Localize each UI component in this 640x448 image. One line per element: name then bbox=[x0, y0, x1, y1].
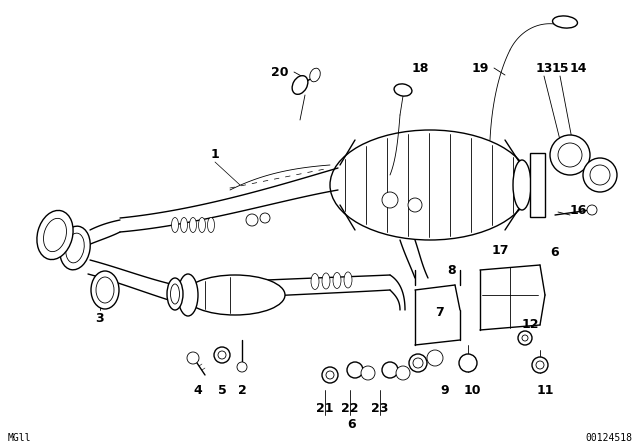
Circle shape bbox=[587, 205, 597, 215]
Circle shape bbox=[583, 158, 617, 192]
Polygon shape bbox=[480, 265, 545, 330]
Text: 6: 6 bbox=[550, 246, 559, 259]
Circle shape bbox=[413, 358, 423, 368]
Text: 4: 4 bbox=[194, 383, 202, 396]
Text: 11: 11 bbox=[536, 383, 554, 396]
Text: 22: 22 bbox=[341, 401, 359, 414]
Ellipse shape bbox=[60, 226, 90, 270]
Ellipse shape bbox=[170, 284, 179, 304]
Ellipse shape bbox=[330, 130, 530, 240]
Circle shape bbox=[218, 351, 226, 359]
Circle shape bbox=[427, 350, 443, 366]
Ellipse shape bbox=[322, 273, 330, 289]
Ellipse shape bbox=[167, 278, 183, 310]
Ellipse shape bbox=[44, 218, 67, 252]
Ellipse shape bbox=[96, 277, 114, 303]
Text: 15: 15 bbox=[551, 61, 569, 74]
Text: 5: 5 bbox=[218, 383, 227, 396]
Text: 20: 20 bbox=[271, 65, 289, 78]
Text: 16: 16 bbox=[570, 203, 587, 216]
Ellipse shape bbox=[37, 211, 73, 259]
Text: MGll: MGll bbox=[8, 433, 31, 443]
Circle shape bbox=[237, 362, 247, 372]
Circle shape bbox=[396, 366, 410, 380]
Circle shape bbox=[590, 165, 610, 185]
Circle shape bbox=[532, 357, 548, 373]
Text: 19: 19 bbox=[471, 61, 489, 74]
Text: 3: 3 bbox=[96, 311, 104, 324]
Circle shape bbox=[322, 367, 338, 383]
Circle shape bbox=[550, 135, 590, 175]
Text: 00124518: 00124518 bbox=[585, 433, 632, 443]
Circle shape bbox=[408, 198, 422, 212]
Circle shape bbox=[409, 354, 427, 372]
Circle shape bbox=[347, 362, 363, 378]
Circle shape bbox=[246, 214, 258, 226]
Ellipse shape bbox=[180, 217, 188, 233]
Circle shape bbox=[361, 366, 375, 380]
Ellipse shape bbox=[198, 217, 205, 233]
Text: 9: 9 bbox=[441, 383, 449, 396]
Text: 6: 6 bbox=[348, 418, 356, 431]
Text: 14: 14 bbox=[569, 61, 587, 74]
Circle shape bbox=[558, 143, 582, 167]
Text: 8: 8 bbox=[448, 263, 456, 276]
Text: 17: 17 bbox=[492, 244, 509, 257]
Ellipse shape bbox=[292, 76, 308, 95]
Ellipse shape bbox=[333, 272, 341, 289]
Text: 10: 10 bbox=[463, 383, 481, 396]
Text: 7: 7 bbox=[436, 306, 444, 319]
Circle shape bbox=[326, 371, 334, 379]
Ellipse shape bbox=[552, 16, 577, 28]
Ellipse shape bbox=[172, 217, 179, 233]
Circle shape bbox=[518, 331, 532, 345]
Circle shape bbox=[382, 192, 398, 208]
Text: 2: 2 bbox=[237, 383, 246, 396]
Text: 23: 23 bbox=[371, 401, 388, 414]
Circle shape bbox=[536, 361, 544, 369]
Ellipse shape bbox=[91, 271, 119, 309]
Circle shape bbox=[459, 354, 477, 372]
Text: 13: 13 bbox=[535, 61, 553, 74]
Text: 1: 1 bbox=[211, 148, 220, 161]
Ellipse shape bbox=[189, 217, 196, 233]
Circle shape bbox=[260, 213, 270, 223]
Polygon shape bbox=[415, 285, 460, 345]
Ellipse shape bbox=[344, 272, 352, 288]
Circle shape bbox=[382, 362, 398, 378]
Text: 18: 18 bbox=[412, 61, 429, 74]
Ellipse shape bbox=[310, 68, 320, 82]
Ellipse shape bbox=[513, 160, 531, 210]
Ellipse shape bbox=[185, 275, 285, 315]
Text: 12: 12 bbox=[521, 319, 539, 332]
Circle shape bbox=[214, 347, 230, 363]
Circle shape bbox=[522, 335, 528, 341]
Circle shape bbox=[187, 352, 199, 364]
Ellipse shape bbox=[311, 273, 319, 289]
Ellipse shape bbox=[394, 84, 412, 96]
Ellipse shape bbox=[207, 217, 214, 233]
Bar bbox=[530, 153, 545, 217]
Text: 21: 21 bbox=[316, 401, 333, 414]
Ellipse shape bbox=[66, 233, 84, 263]
Ellipse shape bbox=[178, 274, 198, 316]
